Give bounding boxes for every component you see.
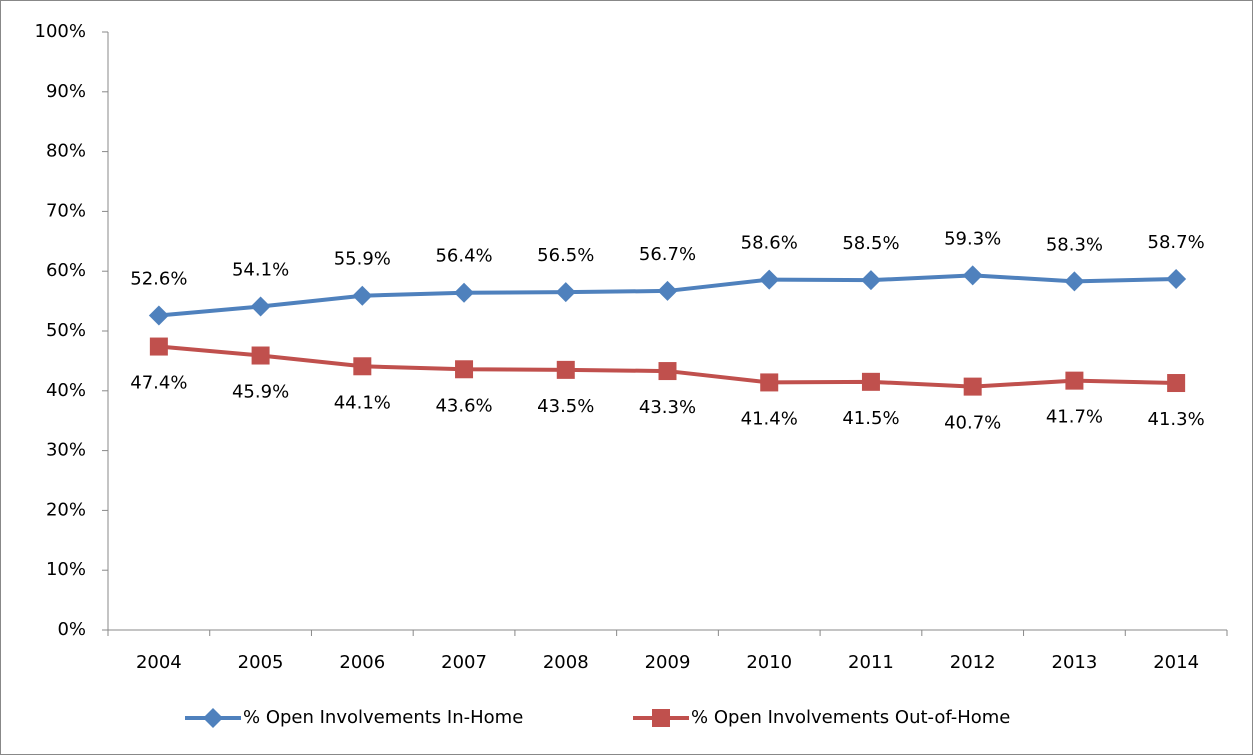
data-label: 54.1%	[232, 259, 289, 280]
marker	[861, 372, 880, 391]
data-label: 41.4%	[741, 408, 798, 429]
marker	[1166, 268, 1187, 289]
marker	[556, 360, 575, 379]
data-label: 59.3%	[944, 228, 1001, 249]
data-label: 58.7%	[1148, 232, 1205, 253]
data-label: 45.9%	[232, 382, 289, 403]
marker	[352, 285, 373, 306]
y-tick-label: 50%	[46, 320, 86, 341]
x-tick-label: 2010	[746, 652, 792, 673]
marker	[657, 280, 678, 301]
data-label: 58.3%	[1046, 234, 1103, 255]
data-label: 44.1%	[334, 392, 391, 413]
data-label: 41.3%	[1148, 409, 1205, 430]
marker	[759, 269, 780, 290]
y-tick-label: 80%	[46, 141, 86, 162]
marker	[1167, 374, 1186, 393]
marker	[148, 305, 169, 326]
data-label: 43.5%	[537, 396, 594, 417]
data-label: 41.5%	[842, 408, 899, 429]
marker	[1064, 271, 1085, 292]
y-tick-label: 70%	[46, 200, 86, 221]
y-tick-label: 90%	[46, 81, 86, 102]
marker	[652, 709, 670, 727]
x-tick-label: 2008	[543, 652, 589, 673]
y-tick-label: 10%	[46, 559, 86, 580]
y-tick-label: 0%	[57, 619, 86, 640]
data-label: 47.4%	[130, 373, 187, 394]
marker	[555, 282, 576, 303]
data-label: 40.7%	[944, 413, 1001, 434]
marker	[353, 357, 372, 376]
y-tick-label: 100%	[35, 21, 86, 42]
x-tick-label: 2005	[238, 652, 284, 673]
y-tick-label: 30%	[46, 440, 86, 461]
data-label: 41.7%	[1046, 407, 1103, 428]
marker	[962, 265, 983, 286]
data-label: 56.5%	[537, 245, 594, 266]
data-label: 58.5%	[842, 233, 899, 254]
marker	[203, 708, 223, 728]
data-label: 43.6%	[435, 395, 492, 416]
y-tick-label: 20%	[46, 499, 86, 520]
data-label: 55.9%	[334, 249, 391, 270]
marker	[149, 337, 168, 356]
marker	[963, 377, 982, 396]
x-tick-label: 2007	[441, 652, 487, 673]
marker	[860, 270, 881, 291]
x-tick-label: 2009	[645, 652, 691, 673]
data-label: 52.6%	[130, 268, 187, 289]
marker	[658, 362, 677, 381]
x-tick-label: 2004	[136, 652, 182, 673]
marker	[1065, 371, 1084, 390]
marker	[760, 373, 779, 392]
x-tick-label: 2012	[950, 652, 996, 673]
data-label: 56.7%	[639, 244, 696, 265]
x-tick-label: 2011	[848, 652, 894, 673]
x-tick-label: 2013	[1052, 652, 1098, 673]
x-tick-label: 2006	[339, 652, 385, 673]
data-label: 58.6%	[741, 233, 798, 254]
legend-label: % Open Involvements In-Home	[243, 707, 523, 728]
x-tick-label: 2014	[1153, 652, 1199, 673]
marker	[251, 346, 270, 365]
y-tick-label: 40%	[46, 380, 86, 401]
data-label: 43.3%	[639, 397, 696, 418]
legend-label: % Open Involvements Out-of-Home	[691, 707, 1010, 728]
data-label: 56.4%	[435, 246, 492, 267]
marker	[250, 296, 271, 317]
marker	[455, 360, 474, 379]
marker	[454, 282, 475, 303]
y-tick-label: 60%	[46, 260, 86, 281]
